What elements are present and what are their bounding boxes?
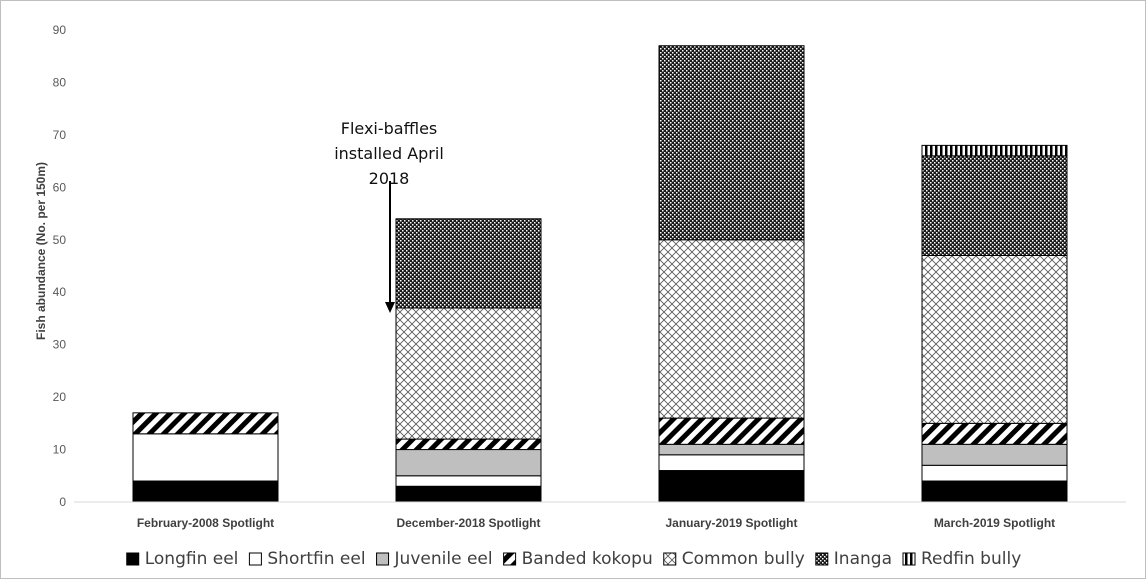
bar-segment-longfin-eel bbox=[395, 485, 542, 503]
bar-segment-juvenile-eel bbox=[921, 443, 1068, 466]
legend-label: Redfin bully bbox=[921, 549, 1021, 569]
legend-swatch bbox=[376, 552, 390, 566]
legend-item-shortfin-eel: Shortfin eel bbox=[248, 549, 366, 569]
y-tick-label: 20 bbox=[53, 390, 67, 404]
legend-swatch bbox=[126, 552, 140, 566]
bar-segment-common-bully bbox=[921, 255, 1068, 424]
legend-swatch bbox=[902, 552, 916, 566]
bar-segment-banded-kokopu bbox=[921, 422, 1068, 445]
y-tick-label: 80 bbox=[53, 75, 67, 89]
x-tick-label: January-2019 Spotlight bbox=[665, 516, 797, 530]
legend-item-inanga: Inanga bbox=[815, 549, 892, 569]
annotation-line-2: installed April bbox=[334, 144, 444, 163]
legend-swatch bbox=[503, 552, 517, 566]
bar-segment-shortfin-eel bbox=[658, 454, 805, 472]
bar-segment-common-bully bbox=[395, 307, 542, 440]
legend-item-longfin-eel: Longfin eel bbox=[126, 549, 239, 569]
y-tick-label: 90 bbox=[53, 23, 67, 37]
legend-item-redfin-bully: Redfin bully bbox=[902, 549, 1021, 569]
bar-segment-redfin-bully bbox=[921, 144, 1068, 157]
bar-segment-longfin-eel bbox=[658, 470, 805, 503]
annotation-line-3: 2018 bbox=[369, 169, 410, 188]
annotation-arrow-head bbox=[385, 302, 395, 313]
annotation: Flexi-baffles installed April 2018 bbox=[334, 119, 444, 313]
legend-label: Inanga bbox=[834, 549, 892, 569]
y-axis: 0 10 20 30 40 50 60 70 80 90 bbox=[53, 23, 67, 509]
y-axis-title: Fish abundance (No. per 150m) bbox=[34, 162, 48, 340]
bars bbox=[132, 45, 1068, 503]
legend-item-juvenile-eel: Juvenile eel bbox=[376, 549, 493, 569]
bar-segment-banded-kokopu bbox=[658, 417, 805, 445]
bar-segment-banded-kokopu bbox=[395, 438, 542, 451]
bar-segment-inanga bbox=[395, 218, 542, 309]
legend-label: Shortfin eel bbox=[267, 549, 365, 569]
x-axis-labels: February-2008 Spotlight December-2018 Spo… bbox=[137, 516, 1055, 530]
x-tick-label: February-2008 Spotlight bbox=[137, 516, 274, 530]
bar-segment-shortfin-eel bbox=[395, 475, 542, 487]
y-tick-label: 70 bbox=[53, 128, 67, 142]
y-tick-label: 40 bbox=[53, 285, 67, 299]
bar-segment-longfin-eel bbox=[132, 480, 279, 503]
bar-segment-juvenile-eel bbox=[658, 443, 805, 456]
legend: Longfin eel Shortfin eel Juvenile eel Bande… bbox=[126, 549, 1021, 569]
legend-item-banded-kokopu: Banded kokopu bbox=[503, 549, 653, 569]
legend-swatch bbox=[248, 552, 262, 566]
bar-segment-inanga bbox=[921, 155, 1068, 257]
legend-label: Juvenile eel bbox=[394, 549, 493, 569]
annotation-line-1: Flexi-baffles bbox=[341, 119, 438, 138]
y-tick-label: 0 bbox=[59, 495, 66, 509]
legend-label: Common bully bbox=[682, 549, 805, 569]
bar-segment-inanga bbox=[658, 45, 805, 241]
legend-swatch bbox=[815, 552, 829, 566]
x-tick-label: March-2019 Spotlight bbox=[934, 516, 1055, 530]
y-tick-label: 50 bbox=[53, 233, 67, 247]
bar-segment-common-bully bbox=[658, 239, 805, 419]
bar-segment-shortfin-eel bbox=[921, 464, 1068, 482]
bar-segment-shortfin-eel bbox=[132, 433, 279, 482]
bar-segment-juvenile-eel bbox=[395, 449, 542, 477]
y-tick-label: 60 bbox=[53, 180, 67, 194]
x-tick-label: December-2018 Spotlight bbox=[396, 516, 540, 530]
legend-item-common-bully: Common bully bbox=[663, 549, 805, 569]
bar-segment-longfin-eel bbox=[921, 480, 1068, 503]
bar-segment-banded-kokopu bbox=[132, 412, 279, 435]
legend-swatch bbox=[663, 552, 677, 566]
legend-label: Banded kokopu bbox=[522, 549, 653, 569]
y-tick-label: 30 bbox=[53, 338, 67, 352]
y-tick-label: 10 bbox=[53, 443, 67, 457]
legend-label: Longfin eel bbox=[145, 549, 239, 569]
